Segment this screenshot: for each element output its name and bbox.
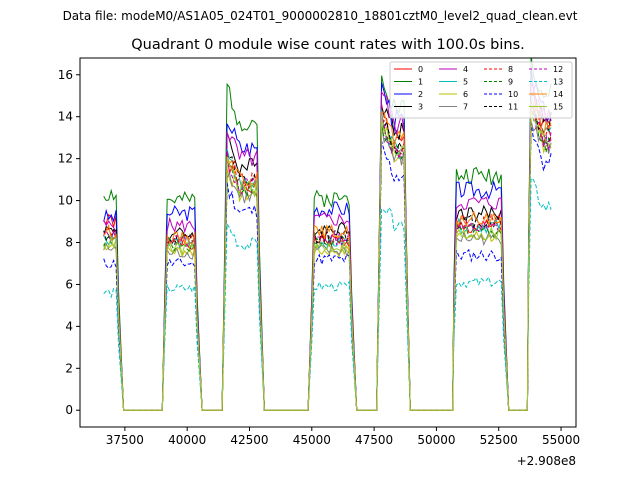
- series-line-12: [103, 106, 552, 411]
- series-line-6: [103, 100, 552, 411]
- legend-label-0: 0: [418, 65, 423, 74]
- y-tick-label: 10: [58, 194, 73, 208]
- legend-label-8: 8: [508, 65, 513, 74]
- legend-label-4: 4: [463, 65, 468, 74]
- series-line-9: [103, 105, 552, 411]
- y-tick-label: 2: [65, 361, 73, 375]
- chart-supertitle: Data file: modeM0/AS1A05_024T01_90000028…: [63, 9, 578, 23]
- legend-box: [389, 61, 573, 119]
- x-offset-label: +2.908e8: [517, 454, 576, 468]
- axes: 37500 40000 42500 45000 47500 50000 52500 55000…: [58, 57, 580, 447]
- y-tick-label: 16: [58, 68, 73, 82]
- legend-label-12: 12: [553, 65, 563, 74]
- series-line-10: [103, 123, 552, 411]
- y-tick-label: 12: [58, 152, 73, 166]
- legend-label-2: 2: [418, 90, 423, 99]
- series-line-7: [103, 120, 552, 411]
- series-line-15: [103, 111, 552, 411]
- legend-label-1: 1: [418, 78, 423, 87]
- y-tick-label: 14: [58, 110, 73, 124]
- legend-label-10: 10: [508, 90, 518, 99]
- series-line-2: [103, 67, 552, 411]
- series-line-3: [103, 93, 552, 411]
- x-tick-label: 40000: [168, 433, 206, 447]
- legend-label-13: 13: [553, 78, 563, 87]
- x-tick-label: 42500: [230, 433, 268, 447]
- plot-area: [103, 58, 552, 411]
- chart-title: Quadrant 0 module wise count rates with …: [131, 37, 525, 53]
- series-line-14: [103, 104, 552, 411]
- x-tick-label: 47500: [355, 433, 393, 447]
- x-tick-label: 37500: [106, 433, 144, 447]
- series-line-4: [103, 82, 552, 411]
- legend-label-14: 14: [553, 90, 563, 99]
- series-line-8: [103, 101, 552, 411]
- y-tick-label: 6: [65, 277, 73, 291]
- x-tick-label: 45000: [293, 433, 331, 447]
- x-tick-label: 50000: [417, 433, 455, 447]
- series-line-1: [103, 58, 552, 411]
- legend-label-9: 9: [508, 78, 513, 87]
- legend-label-15: 15: [553, 103, 563, 112]
- x-tick-label: 55000: [542, 433, 580, 447]
- y-tick-label: 4: [65, 319, 73, 333]
- y-tick-label: 8: [65, 236, 73, 250]
- series-line-13: [103, 177, 552, 411]
- x-tick-label: 52500: [480, 433, 518, 447]
- legend-label-3: 3: [418, 103, 423, 112]
- y-tick-label: 0: [65, 403, 73, 417]
- series-line-11: [103, 105, 552, 411]
- legend-label-5: 5: [463, 78, 468, 87]
- legend-label-11: 11: [508, 103, 518, 112]
- legend-label-6: 6: [463, 90, 468, 99]
- legend-label-7: 7: [463, 103, 468, 112]
